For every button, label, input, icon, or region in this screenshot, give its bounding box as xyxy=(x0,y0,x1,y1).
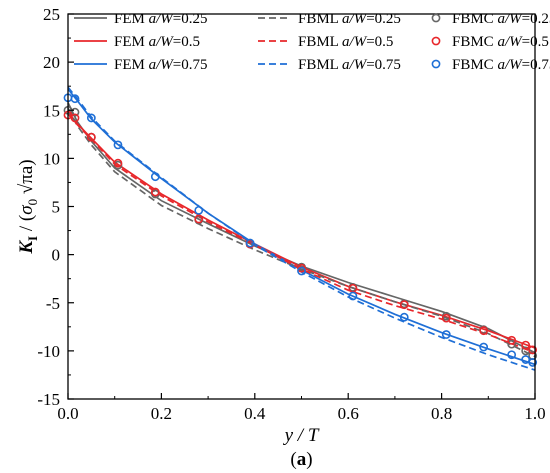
data-point xyxy=(113,158,123,168)
data-point xyxy=(245,238,255,248)
y-tick-label: 5 xyxy=(52,198,61,217)
series-layer xyxy=(63,86,538,371)
legend-item: FBML a/W=0.5 xyxy=(258,34,393,50)
data-point xyxy=(86,132,96,142)
series-fbmc-aw-025 xyxy=(63,105,538,361)
data-point xyxy=(479,326,489,336)
y-tick-label: 0 xyxy=(52,246,61,265)
data-point xyxy=(70,107,80,117)
x-tick-label: 0.4 xyxy=(244,404,266,423)
y-tick-label: 10 xyxy=(43,149,60,168)
data-point xyxy=(521,355,531,364)
data-point xyxy=(528,358,538,367)
legend-label: FBML a/W=0.75 xyxy=(298,57,401,73)
legend-item: FBMC a/W=0.5 xyxy=(431,34,549,50)
legend-label: FBMC a/W=0.75 xyxy=(452,57,550,73)
legend-marker xyxy=(431,13,441,23)
data-point xyxy=(348,291,358,301)
data-point xyxy=(521,340,531,350)
y-tick-label: 15 xyxy=(43,101,60,120)
legend-label: FBML a/W=0.25 xyxy=(298,11,401,27)
legend-item: FEM a/W=0.5 xyxy=(74,34,200,50)
data-point xyxy=(150,172,160,182)
y-axis-label: KI / (σ0 √πa) xyxy=(16,159,40,254)
ticks-layer: 0.0 0.2 0.4 0.6 0.8 1.0 -15 -10 -5 0 5 10 15 20 25 xyxy=(37,5,545,423)
legend-item: FBMC a/W=0.75 xyxy=(431,57,550,73)
data-point xyxy=(441,330,451,339)
y-tick-label: 25 xyxy=(43,5,60,24)
panel-label: (a) xyxy=(290,449,312,470)
legend-label: FEM a/W=0.5 xyxy=(114,34,200,50)
legend-item: FEM a/W=0.25 xyxy=(74,11,207,27)
legend: FEM a/W=0.25 FEM a/W=0.5 FEM a/W=0.75 FBML … xyxy=(74,11,550,73)
legend-label: FEM a/W=0.75 xyxy=(114,57,207,73)
data-point xyxy=(479,342,489,352)
data-point xyxy=(441,313,451,323)
legend-label: FBML a/W=0.5 xyxy=(298,34,393,50)
series-fbml-aw-075-line xyxy=(67,86,536,371)
x-tick-label: 0.6 xyxy=(338,404,359,423)
series-fbml-aw-05-line xyxy=(67,113,536,354)
x-tick-label: 0.0 xyxy=(57,404,78,423)
x-tick-label: 1.0 xyxy=(524,404,545,423)
data-point xyxy=(507,339,517,349)
data-point xyxy=(194,214,204,224)
data-point xyxy=(507,350,517,360)
series-fbmc-aw-05 xyxy=(63,110,538,355)
data-point xyxy=(297,263,306,273)
series-fbmc-aw-075 xyxy=(63,93,538,367)
legend-marker xyxy=(431,36,441,46)
data-point xyxy=(399,300,409,310)
data-point xyxy=(113,140,123,150)
data-point xyxy=(70,94,80,104)
data-point xyxy=(399,312,409,322)
y-tick-label: 20 xyxy=(43,53,60,72)
legend-item: FBML a/W=0.75 xyxy=(258,57,401,73)
legend-label: FEM a/W=0.25 xyxy=(114,11,207,27)
legend-marker xyxy=(431,59,441,69)
series-fem-aw-05-line xyxy=(67,111,536,349)
y-tick-label: -10 xyxy=(37,342,60,361)
y-axis-label-text: KI / (σ0 √πa) xyxy=(16,159,40,254)
legend-label: FBMC a/W=0.25 xyxy=(452,11,550,27)
data-point xyxy=(194,205,204,215)
series-fem-aw-025-line xyxy=(67,102,536,354)
data-point xyxy=(86,113,96,123)
data-point xyxy=(297,266,306,276)
data-point xyxy=(150,187,160,197)
y-tick-label: -15 xyxy=(37,390,60,409)
data-point xyxy=(528,345,538,355)
data-point xyxy=(507,335,517,345)
x-tick-label: 0.8 xyxy=(431,404,452,423)
legend-item: FBML a/W=0.25 xyxy=(258,11,401,27)
legend-item: FEM a/W=0.75 xyxy=(74,57,207,73)
legend-label: FBMC a/W=0.5 xyxy=(452,34,549,50)
x-axis-label: y / T xyxy=(283,425,320,446)
legend-item: FBMC a/W=0.25 xyxy=(431,11,550,27)
data-point xyxy=(70,113,80,123)
x-tick-label: 0.2 xyxy=(151,404,172,423)
y-tick-label: -5 xyxy=(46,294,60,313)
